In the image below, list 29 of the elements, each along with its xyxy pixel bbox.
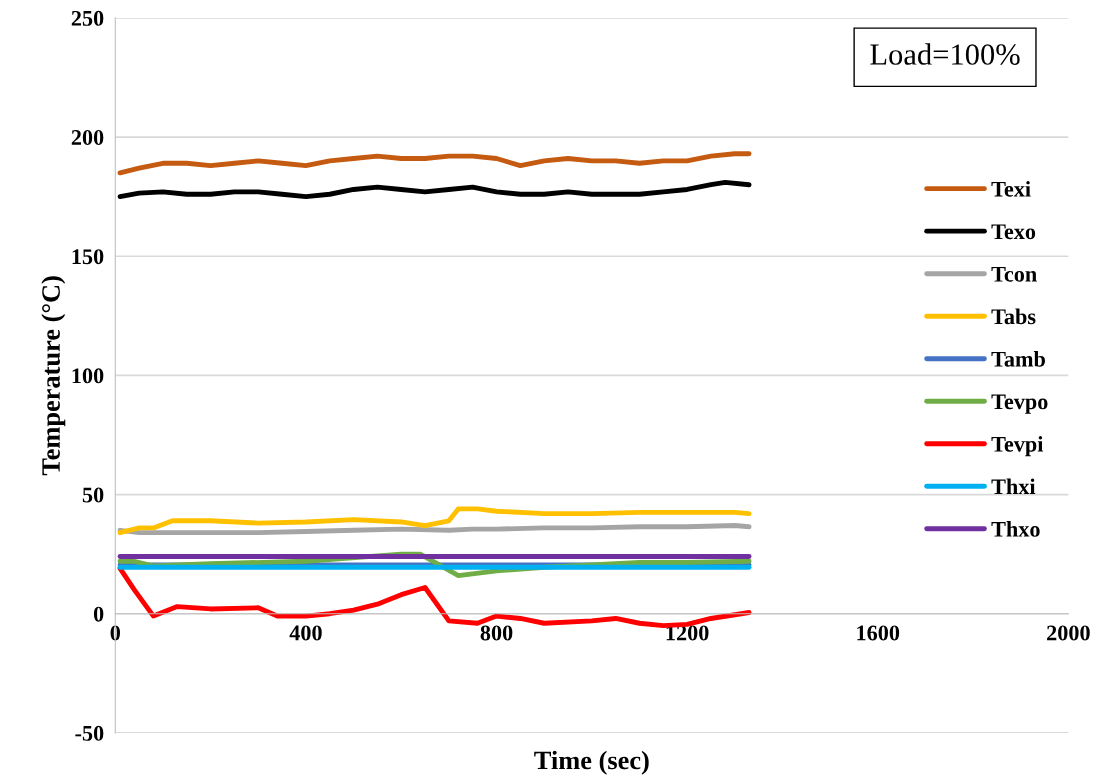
legend-label: Texo — [991, 224, 1036, 240]
y-tick-label: 150 — [72, 249, 104, 265]
legend-label: Thxi — [991, 478, 1036, 495]
line-series — [117, 151, 752, 176]
line-series — [117, 179, 752, 200]
legend-label: Tabs — [991, 308, 1036, 325]
y-tick-label: -50 — [75, 725, 104, 741]
legend-label: Tcon — [991, 266, 1037, 282]
y-tick-label: 250 — [71, 10, 104, 26]
x-tick-label: 2000 — [1047, 625, 1090, 641]
legend-label: Texi — [991, 181, 1031, 197]
y-tick-label: 0 — [93, 606, 104, 622]
legend-label: Tamb — [991, 351, 1045, 367]
line-series — [117, 523, 752, 536]
line-series — [117, 506, 752, 536]
y-tick-label: 50 — [82, 487, 104, 503]
x-tick-label: 800 — [480, 625, 513, 641]
x-tick-label: 400 — [289, 625, 322, 641]
legend-label: Thxo — [991, 521, 1040, 537]
x-tick-label: 1600 — [857, 625, 900, 641]
annotation: Load=100% — [870, 43, 1020, 65]
legend-label: Tevpo — [991, 394, 1048, 414]
legend-label: Tevpi — [991, 436, 1044, 457]
x-tick-label: 1200 — [666, 625, 709, 641]
y-tick-label: 100 — [72, 368, 104, 384]
x-tick-label: 0 — [110, 625, 120, 641]
y-axis-title: Temperature (°C) — [41, 276, 66, 476]
x-axis-title: Time (sec) — [534, 750, 649, 775]
y-tick-label: 200 — [71, 129, 104, 145]
